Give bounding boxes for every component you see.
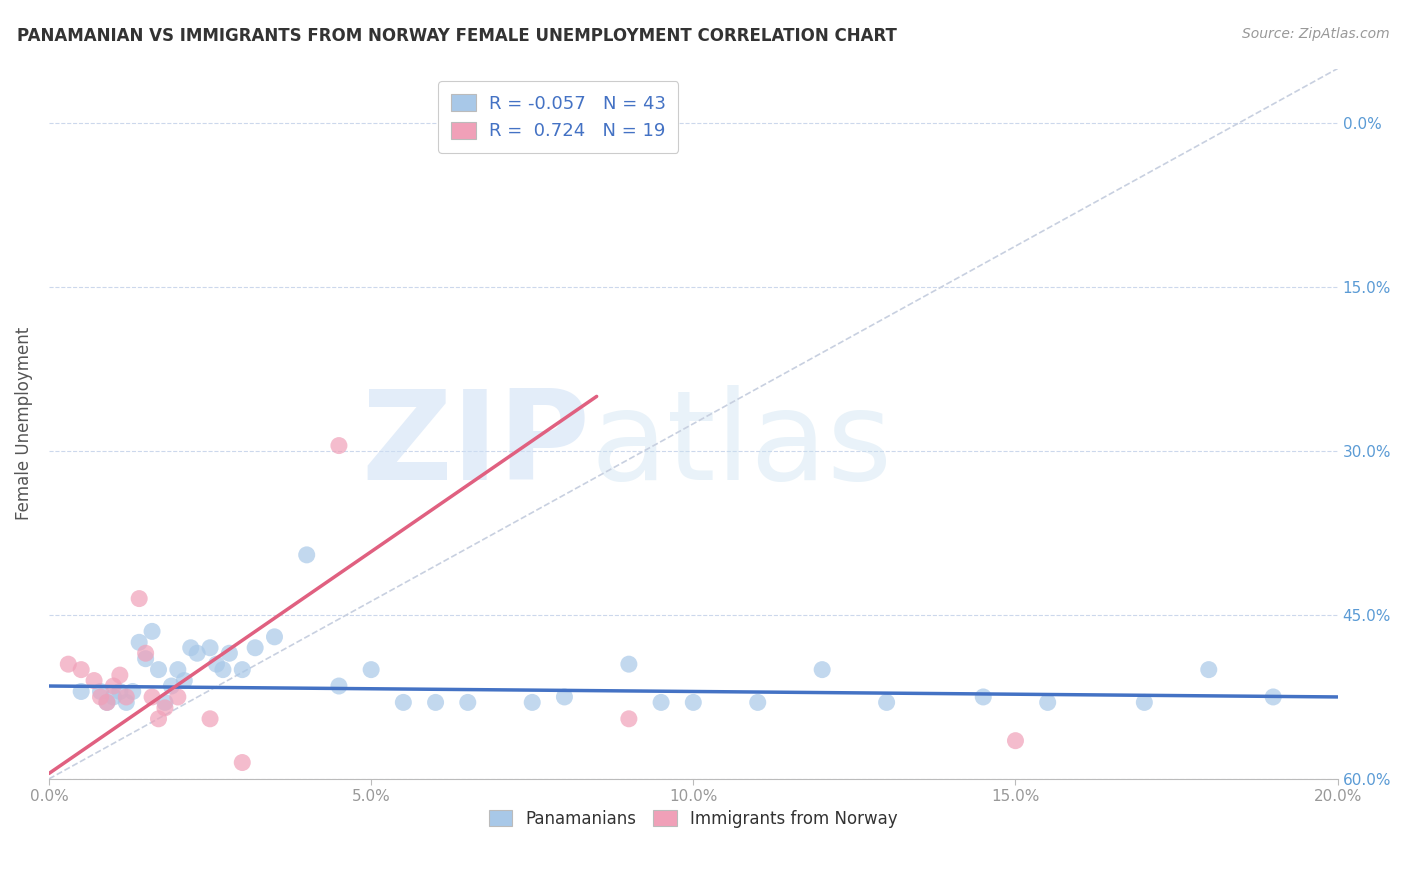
Point	[212, 663, 235, 677]
Point	[115, 695, 138, 709]
Point	[218, 646, 240, 660]
Point	[153, 701, 176, 715]
Point	[360, 663, 382, 677]
Point	[205, 657, 228, 672]
Point	[617, 712, 640, 726]
Point	[70, 663, 93, 677]
Point	[1263, 690, 1285, 704]
Point	[231, 663, 253, 677]
Point	[160, 679, 183, 693]
Point	[108, 668, 131, 682]
Point	[103, 679, 125, 693]
Point	[263, 630, 285, 644]
Point	[1198, 663, 1220, 677]
Point	[128, 591, 150, 606]
Point	[180, 640, 202, 655]
Point	[811, 663, 834, 677]
Text: Source: ZipAtlas.com: Source: ZipAtlas.com	[1241, 27, 1389, 41]
Point	[425, 695, 447, 709]
Point	[1133, 695, 1156, 709]
Point	[89, 684, 111, 698]
Point	[328, 679, 350, 693]
Legend: Panamanians, Immigrants from Norway: Panamanians, Immigrants from Norway	[482, 803, 904, 835]
Point	[148, 663, 170, 677]
Text: atlas: atlas	[591, 384, 893, 506]
Point	[876, 695, 898, 709]
Point	[198, 712, 221, 726]
Text: ZIP: ZIP	[361, 384, 591, 506]
Point	[747, 695, 769, 709]
Point	[457, 695, 479, 709]
Point	[166, 663, 188, 677]
Y-axis label: Female Unemployment: Female Unemployment	[15, 327, 32, 520]
Point	[650, 695, 672, 709]
Point	[682, 695, 704, 709]
Point	[108, 684, 131, 698]
Point	[83, 673, 105, 688]
Point	[231, 756, 253, 770]
Point	[103, 690, 125, 704]
Point	[553, 690, 575, 704]
Point	[141, 624, 163, 639]
Point	[128, 635, 150, 649]
Point	[121, 684, 143, 698]
Point	[96, 695, 118, 709]
Point	[295, 548, 318, 562]
Point	[1036, 695, 1059, 709]
Point	[135, 646, 157, 660]
Point	[166, 690, 188, 704]
Point	[243, 640, 266, 655]
Point	[58, 657, 80, 672]
Point	[198, 640, 221, 655]
Point	[70, 684, 93, 698]
Point	[522, 695, 544, 709]
Point	[115, 690, 138, 704]
Point	[173, 673, 195, 688]
Point	[148, 712, 170, 726]
Point	[96, 695, 118, 709]
Point	[89, 690, 111, 704]
Point	[392, 695, 415, 709]
Text: PANAMANIAN VS IMMIGRANTS FROM NORWAY FEMALE UNEMPLOYMENT CORRELATION CHART: PANAMANIAN VS IMMIGRANTS FROM NORWAY FEM…	[17, 27, 897, 45]
Point	[1004, 733, 1026, 747]
Point	[153, 695, 176, 709]
Point	[135, 651, 157, 665]
Point	[186, 646, 208, 660]
Point	[617, 657, 640, 672]
Point	[972, 690, 994, 704]
Point	[141, 690, 163, 704]
Point	[328, 439, 350, 453]
